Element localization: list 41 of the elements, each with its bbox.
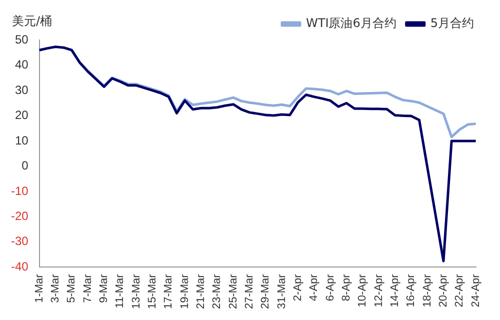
x-tick-label: 12-Apr [372,274,385,308]
legend-label: WTI原油6月合约 [306,16,396,30]
x-tick-label: 25-Mar [227,274,240,309]
x-tick-label: 15-Mar [146,274,159,309]
x-tick-label: 1-Mar [33,274,46,303]
x-tick-label: 9-Mar [98,274,110,303]
x-tick-label: 21-Mar [195,274,208,309]
y-axis-title: 美元/桶 [12,14,52,28]
x-tick-label: 5-Mar [66,274,78,303]
x-tick-label: 8-Apr [340,274,353,302]
x-tick-label: 22-Apr [454,274,466,308]
x-tick-label: 4-Apr [308,274,320,302]
x-tick-label: 27-Mar [244,274,256,309]
y-tick-label: 0 [22,158,29,173]
y-tick-label: -20 [11,208,29,223]
y-tick-label: 50 [14,32,29,46]
x-tick-label: 13-Mar [130,274,142,309]
x-tick-label: 24-Apr [470,274,482,308]
x-tick-label: 31-Mar [276,274,288,309]
x-tick-label: 23-Mar [211,274,224,309]
y-tick-label: -10 [11,184,29,198]
y-tick-label: -40 [11,259,29,274]
x-tick-label: 18-Apr [421,274,434,308]
x-tick-label: 11-Mar [114,274,126,308]
x-tick-label: 6-Apr [324,274,336,302]
y-tick-label: 30 [14,82,29,97]
x-tick-label: 10-Apr [356,274,369,308]
x-tick-label: 14-Apr [389,274,402,308]
x-tick-label: 20-Apr [438,274,450,308]
legend-label: 5月合约 [430,16,474,30]
y-tick-label: 40 [14,58,29,72]
y-tick-label: -30 [11,234,29,248]
x-tick-label: 16-Apr [405,274,418,308]
y-tick-label: 10 [14,133,29,148]
x-tick-label: 3-Mar [50,274,62,303]
x-tick-label: 17-Mar [162,274,175,309]
x-tick-label: 7-Mar [82,274,94,303]
y-tick-label: 20 [14,108,29,122]
x-tick-label: 19-Mar [178,274,191,309]
x-tick-label: 2-Apr [292,274,304,302]
x-tick-label: 29-Mar [260,274,272,309]
